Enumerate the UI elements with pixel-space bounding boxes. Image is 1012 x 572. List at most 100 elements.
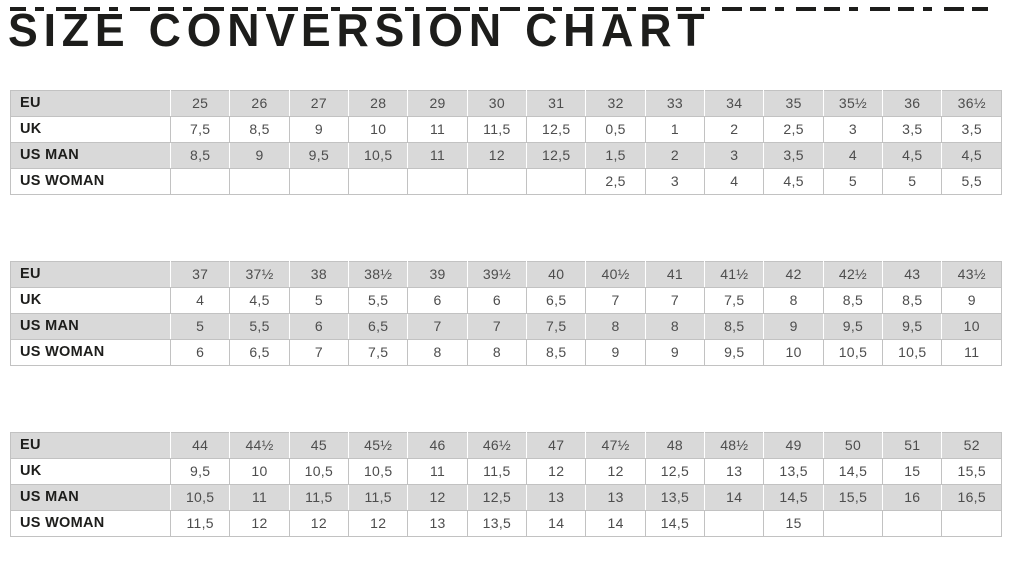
value-cell: 39½ [466, 260, 528, 288]
cropped-text-fragment [10, 7, 990, 11]
value-cell: 31 [526, 89, 587, 117]
value-cell: 28 [348, 89, 409, 117]
value-cell: 42½ [822, 260, 884, 288]
value-cell: 12 [466, 141, 528, 169]
value-cell: 14,5 [644, 509, 706, 537]
value-cell: 12,5 [466, 483, 528, 511]
value-cell [348, 167, 409, 195]
value-cell: 16 [882, 483, 943, 511]
row-label: EU [10, 89, 171, 117]
row-label: US WOMAN [10, 509, 171, 537]
page-title: SIZE CONVERSION CHART [8, 4, 711, 56]
value-cell: 45½ [348, 431, 409, 459]
value-cell: 7 [644, 286, 706, 314]
value-cell: 48 [644, 431, 706, 459]
value-cell: 32 [585, 89, 646, 117]
value-cell: 29 [407, 89, 468, 117]
value-cell: 8,5 [169, 141, 231, 169]
value-cell: 13,5 [763, 457, 824, 485]
value-cell: 2 [644, 141, 706, 169]
value-cell: 9 [229, 141, 290, 169]
value-cell: 39 [407, 260, 468, 288]
value-cell: 9,5 [288, 141, 350, 169]
value-cell: 10,5 [288, 457, 350, 485]
value-cell: 11,5 [348, 483, 409, 511]
value-cell: 10 [941, 312, 1002, 340]
value-cell: 15 [882, 457, 943, 485]
value-cell: 46½ [466, 431, 528, 459]
value-cell: 6,5 [348, 312, 409, 340]
value-cell [288, 167, 350, 195]
row-label: EU [10, 431, 171, 459]
table-row-us-man: US MAN 5 5,5 6 6,5 7 7 7,5 8 8 8,5 9 9,5 9,5 10 [10, 312, 1002, 340]
value-cell: 9 [585, 338, 646, 366]
value-cell: 5 [288, 286, 350, 314]
value-cell: 1,5 [585, 141, 646, 169]
value-cell: 11 [229, 483, 290, 511]
value-cell: 36½ [941, 89, 1002, 117]
value-cell: 6 [466, 286, 528, 314]
value-cell: 11 [407, 141, 468, 169]
value-cell [169, 167, 231, 195]
value-cell: 27 [288, 89, 350, 117]
row-label: US MAN [10, 483, 171, 511]
value-cell: 13 [407, 509, 468, 537]
value-cell: 15,5 [941, 457, 1002, 485]
value-cell: 15 [763, 509, 824, 537]
value-cell: 2,5 [585, 167, 646, 195]
value-cell [882, 509, 943, 537]
table-row-us-man: US MAN 8,5 9 9,5 10,5 11 12 12,5 1,5 2 3 3,5 4 4,5 4,5 [10, 141, 1002, 169]
value-cell: 8 [644, 312, 706, 340]
table-row-us-woman: US WOMAN 6 6,5 7 7,5 8 8 8,5 9 9 9,5 10 10,5 10,5 11 [10, 338, 1002, 366]
table-row-us-woman: US WOMAN 11,5 12 12 12 13 13,5 14 14 14,5 15 [10, 509, 1002, 537]
table-row-uk: UK 4 4,5 5 5,5 6 6 6,5 7 7 7,5 8 8,5 8,5 9 [10, 286, 1002, 314]
value-cell: 44½ [229, 431, 290, 459]
value-cell: 38½ [348, 260, 409, 288]
value-cell: 12 [288, 509, 350, 537]
value-cell: 40 [526, 260, 587, 288]
value-cell: 12,5 [526, 115, 587, 143]
row-label: EU [10, 260, 171, 288]
value-cell: 9,5 [704, 338, 765, 366]
value-cell: 8 [466, 338, 528, 366]
value-cell: 9,5 [822, 312, 884, 340]
value-cell: 5 [822, 167, 884, 195]
value-cell: 11 [407, 115, 468, 143]
value-cell: 13 [526, 483, 587, 511]
value-cell: 12,5 [526, 141, 587, 169]
value-cell: 8 [763, 286, 824, 314]
row-label: UK [10, 115, 171, 143]
value-cell: 4 [169, 286, 231, 314]
value-cell: 48½ [704, 431, 765, 459]
value-cell: 12 [585, 457, 646, 485]
value-cell: 9 [288, 115, 350, 143]
table-row-eu: EU 37 37½ 38 38½ 39 39½ 40 40½ 41 41½ 42 42½ 43 43½ [10, 260, 1002, 288]
value-cell: 42 [763, 260, 824, 288]
row-label: UK [10, 457, 171, 485]
value-cell: 41½ [704, 260, 765, 288]
value-cell: 25 [169, 89, 231, 117]
value-cell: 9 [644, 338, 706, 366]
size-table-2: EU 37 37½ 38 38½ 39 39½ 40 40½ 41 41½ 42 42½ 43 43½ UK 4… [10, 260, 1002, 366]
value-cell: 6 [169, 338, 231, 366]
value-cell: 7 [288, 338, 350, 366]
value-cell: 47½ [585, 431, 646, 459]
value-cell: 6,5 [229, 338, 290, 366]
value-cell: 46 [407, 431, 468, 459]
table-row-uk: UK 9,5 10 10,5 10,5 11 11,5 12 12 12,5 13 13,5 14,5 1… [10, 457, 1002, 485]
value-cell: 40½ [585, 260, 646, 288]
value-cell: 9 [763, 312, 824, 340]
value-cell: 8,5 [822, 286, 884, 314]
value-cell: 6,5 [526, 286, 587, 314]
value-cell: 13 [704, 457, 765, 485]
value-cell: 9 [941, 286, 1002, 314]
value-cell: 3 [644, 167, 706, 195]
value-cell: 10 [348, 115, 409, 143]
value-cell: 12,5 [644, 457, 706, 485]
row-label: US WOMAN [10, 338, 171, 366]
value-cell: 7,5 [348, 338, 409, 366]
value-cell: 35 [763, 89, 824, 117]
value-cell: 14 [704, 483, 765, 511]
value-cell: 9,5 [882, 312, 943, 340]
value-cell: 7,5 [169, 115, 231, 143]
